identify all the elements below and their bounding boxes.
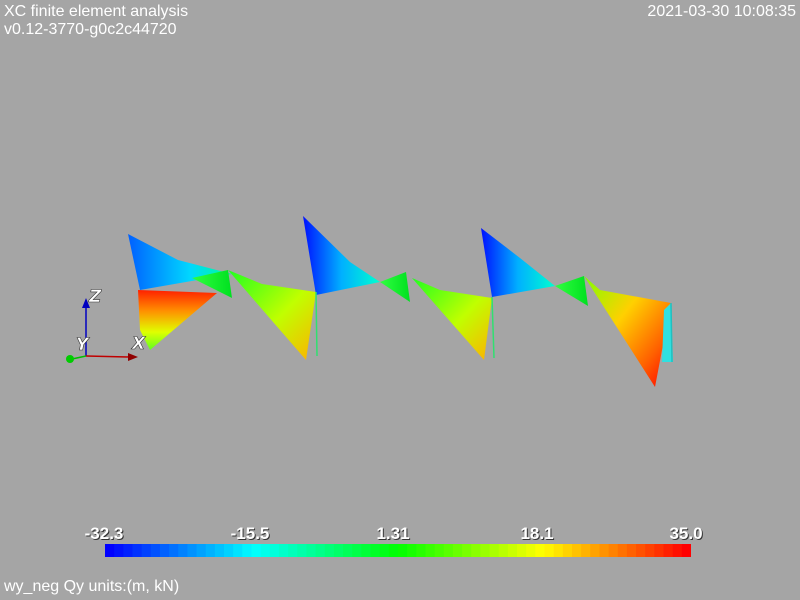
colorbar-band: [361, 544, 372, 557]
colorbar-band: [544, 544, 555, 557]
member-line-2: [315, 291, 318, 357]
colorbar-band: [114, 544, 124, 557]
colorbar-band: [599, 544, 610, 557]
shear-diagram-span3-mid: [555, 276, 588, 306]
colorbar-label-3: 1.31: [376, 524, 410, 543]
colorbar-band: [260, 544, 271, 557]
shear-diagram-span3-left: [412, 278, 492, 360]
axis-z-label: Z: [88, 287, 102, 307]
colorbar-band: [434, 544, 445, 557]
colorbar-band: [645, 544, 655, 557]
timestamp-label: 2021-03-30 10:08:35: [647, 3, 796, 20]
colorbar-band: [159, 544, 170, 557]
colorbar-band: [654, 544, 665, 557]
colorbar-band: [352, 544, 362, 557]
colorbar-band: [169, 544, 179, 557]
version-label: v0.12-3770-g0c2c44720: [4, 21, 177, 38]
axis-y-label: Y: [76, 335, 90, 355]
colorbar-band: [205, 544, 216, 557]
colorbar-band: [526, 544, 536, 557]
diagram-caption: wy_neg Qy units:(m, kN): [4, 578, 180, 595]
colorbar-label-min: -32.3: [84, 524, 124, 543]
colorbar-band: [178, 544, 189, 557]
colorbar-band: [663, 544, 674, 557]
colorbar-band: [150, 544, 161, 557]
app-title: XC finite element analysis: [4, 3, 189, 20]
colorbar-band: [480, 544, 491, 557]
colorbar-band: [581, 544, 591, 557]
shear-diagram-span4-left: [584, 276, 671, 387]
colorbar-band: [278, 544, 289, 557]
colorbar-band: [636, 544, 646, 557]
colorbar-band: [315, 544, 326, 557]
colorbar-band: [681, 544, 691, 557]
colorbar-band: [388, 544, 399, 557]
colorbar-band: [306, 544, 317, 557]
colorbar-band: [608, 544, 619, 557]
colorbar-band: [214, 544, 225, 557]
colorbar-band: [535, 544, 546, 557]
colorbar-band: [242, 544, 253, 557]
colorbar-band: [498, 544, 509, 557]
colorbar-label-4: 18.1: [520, 524, 554, 543]
colorbar-band: [379, 544, 390, 557]
colorbar-band: [617, 544, 628, 557]
colorbar-band: [132, 544, 143, 557]
colorbar-band: [553, 544, 564, 557]
colorbar-band: [517, 544, 527, 557]
shear-diagram-span2-left: [228, 270, 316, 360]
colorbar-band: [324, 544, 335, 557]
colorbar-band: [233, 544, 243, 557]
colorbar-band: [571, 544, 582, 557]
shear-diagram-span2-mid: [380, 272, 410, 302]
colorbar-band: [343, 544, 353, 557]
colorbar-band: [398, 544, 408, 557]
shear-diagram-span1-mid: [192, 270, 232, 298]
colorbar-band: [590, 544, 601, 557]
shear-diagram-span3-top: [481, 228, 555, 297]
color-scale-bar: [105, 544, 691, 557]
colorbar-band: [196, 544, 207, 557]
colorbar-band: [141, 544, 152, 557]
colorbar-band: [416, 544, 427, 557]
colorbar-band: [224, 544, 234, 557]
colorbar-band: [626, 544, 637, 557]
colorbar-band: [251, 544, 262, 557]
colorbar-label-max: 35.0: [669, 524, 703, 543]
member-line-4: [670, 302, 673, 363]
colorbar-band: [507, 544, 518, 557]
colorbar-band: [672, 544, 683, 557]
colorbar-band: [562, 544, 573, 557]
colorbar-band: [269, 544, 280, 557]
colorbar-label-2: -15.5: [230, 524, 270, 543]
colorbar-band: [407, 544, 417, 557]
colorbar-band: [452, 544, 463, 557]
colorbar-band: [489, 544, 500, 557]
axes-triad: Z X Y: [66, 287, 146, 363]
colorbar-band: [370, 544, 381, 557]
colorbar-band: [105, 544, 115, 557]
shear-diagram-span1-bottom: [138, 290, 217, 350]
colorbar-band: [123, 544, 134, 557]
colorbar-band: [187, 544, 198, 557]
colorbar-band: [471, 544, 482, 557]
member-line-3: [491, 296, 495, 359]
colorbar-band: [288, 544, 298, 557]
shear-diagram-span4-right: [662, 303, 673, 362]
colorbar-band: [297, 544, 308, 557]
colorbar-band: [443, 544, 454, 557]
colorbar-band: [425, 544, 436, 557]
shear-diagram-span2-top: [303, 216, 380, 295]
axis-x-label: X: [131, 334, 146, 354]
colorbar-band: [462, 544, 472, 557]
colorbar-band: [333, 544, 344, 557]
